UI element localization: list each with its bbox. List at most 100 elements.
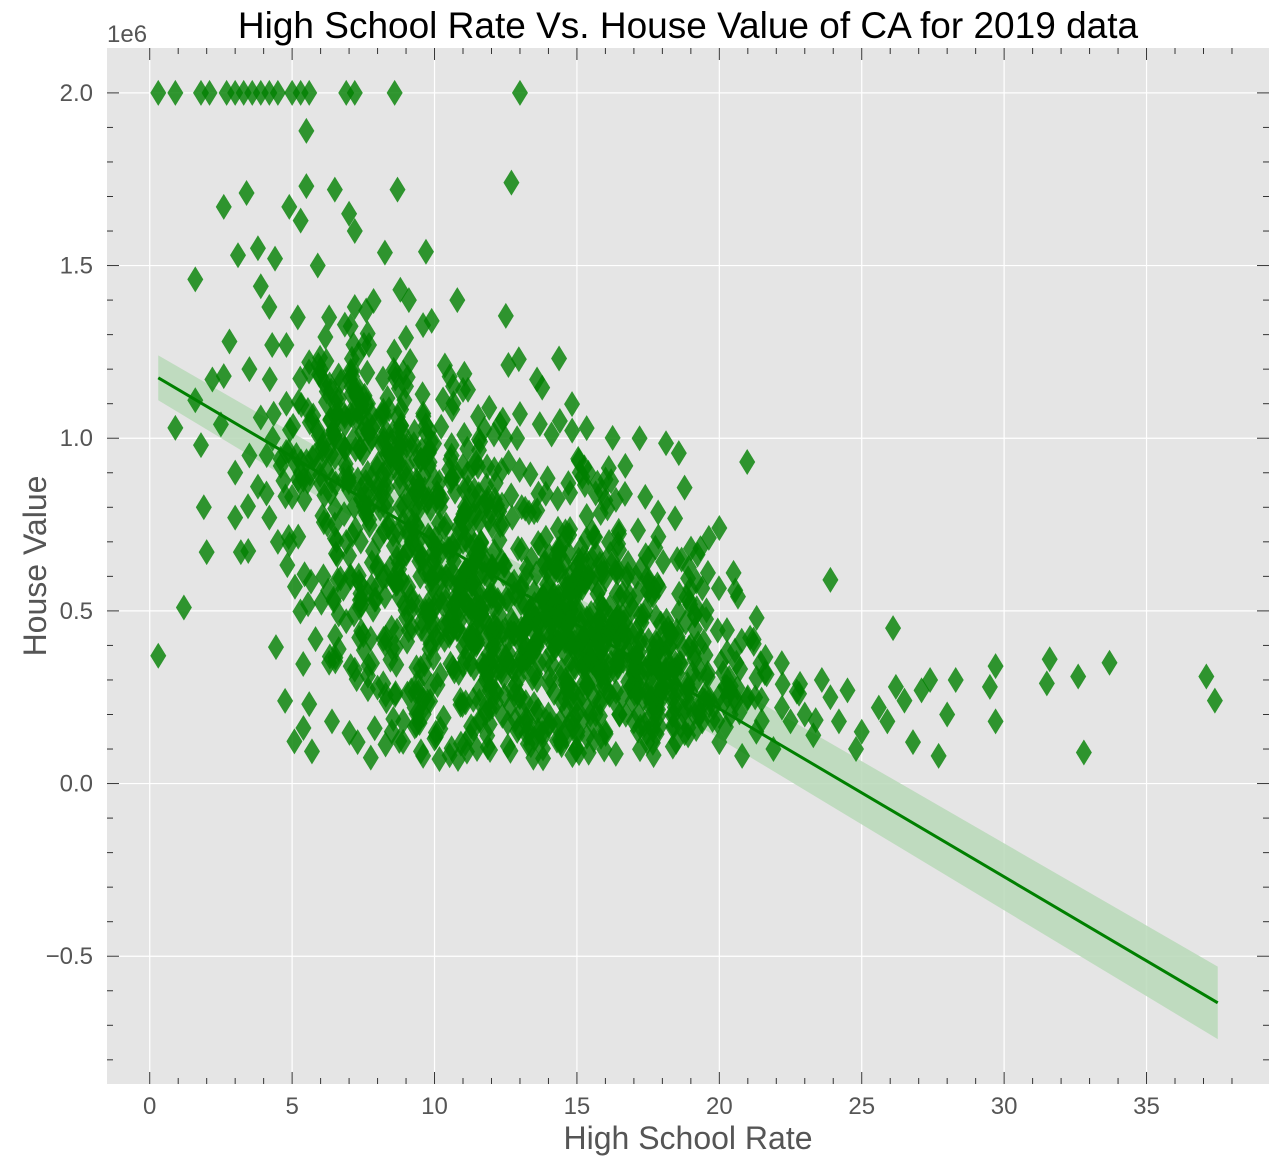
data-point xyxy=(387,634,404,661)
data-point xyxy=(848,736,865,763)
data-point xyxy=(486,612,503,639)
data-point xyxy=(870,694,887,721)
data-point xyxy=(647,628,664,655)
data-point xyxy=(1038,670,1055,697)
data-point xyxy=(611,648,628,675)
data-point xyxy=(376,239,393,266)
data-point xyxy=(567,654,584,681)
data-point xyxy=(349,397,366,424)
data-point xyxy=(312,344,329,371)
data-point xyxy=(427,723,444,750)
data-point xyxy=(503,169,520,196)
data-point xyxy=(445,373,462,400)
data-point xyxy=(673,712,690,739)
data-point xyxy=(449,287,466,314)
data-point xyxy=(278,331,295,358)
regression-line-group xyxy=(157,376,1219,1005)
data-point xyxy=(549,727,566,754)
data-point xyxy=(417,412,434,439)
data-point xyxy=(459,460,476,487)
data-point xyxy=(692,535,709,562)
data-point xyxy=(570,447,587,474)
data-point xyxy=(667,505,684,532)
data-point xyxy=(298,117,315,144)
data-point xyxy=(377,731,394,758)
data-point xyxy=(341,200,358,227)
data-point xyxy=(481,394,498,421)
data-point xyxy=(167,79,184,106)
data-point xyxy=(389,544,406,571)
data-point xyxy=(301,358,318,385)
data-point xyxy=(265,400,282,427)
data-point xyxy=(267,634,284,661)
data-point xyxy=(192,79,209,106)
data-point xyxy=(682,591,699,618)
data-point xyxy=(493,457,510,484)
data-point xyxy=(442,446,459,473)
data-point xyxy=(326,525,343,552)
data-point xyxy=(412,738,429,765)
data-point xyxy=(579,641,596,668)
data-point xyxy=(725,559,742,586)
data-point xyxy=(652,610,669,637)
data-point xyxy=(515,629,532,656)
x-tick-label: 35 xyxy=(1133,1093,1160,1120)
data-point xyxy=(296,486,313,513)
data-point xyxy=(264,425,281,452)
data-point xyxy=(506,568,523,595)
data-point xyxy=(578,723,595,750)
data-point xyxy=(631,425,648,452)
data-point xyxy=(607,486,624,513)
data-point xyxy=(713,648,730,675)
data-point xyxy=(385,706,402,733)
data-point xyxy=(444,464,461,491)
data-point xyxy=(277,687,294,714)
data-point xyxy=(987,708,1004,735)
y-tick-label: 0.5 xyxy=(60,598,93,625)
data-point xyxy=(471,676,488,703)
data-point xyxy=(301,79,318,106)
data-point xyxy=(322,441,339,468)
data-point xyxy=(709,617,726,644)
data-point xyxy=(298,173,315,200)
data-point xyxy=(395,708,412,735)
data-point xyxy=(709,707,726,734)
data-point xyxy=(562,515,579,542)
data-point xyxy=(511,456,528,483)
data-point xyxy=(518,720,535,747)
data-point xyxy=(386,338,403,365)
data-point xyxy=(930,742,947,769)
data-point xyxy=(331,385,348,412)
data-point xyxy=(565,713,582,740)
data-point xyxy=(398,324,415,351)
data-point xyxy=(904,729,921,756)
data-point xyxy=(480,506,497,533)
data-point xyxy=(718,617,735,644)
data-point xyxy=(432,661,449,688)
x-axis-label: High School Rate xyxy=(563,1120,812,1156)
data-point xyxy=(309,417,326,444)
data-point xyxy=(258,480,275,507)
data-point xyxy=(620,550,637,577)
data-point xyxy=(592,499,609,526)
data-point xyxy=(386,79,403,106)
data-point xyxy=(472,706,489,733)
data-point xyxy=(541,664,558,691)
data-point xyxy=(414,381,431,408)
data-point xyxy=(258,442,275,469)
tick-marks xyxy=(107,48,1269,1084)
data-point xyxy=(241,356,258,383)
data-point xyxy=(1075,739,1092,766)
data-point xyxy=(470,403,487,430)
data-point xyxy=(303,738,320,765)
data-point xyxy=(612,584,629,611)
data-point xyxy=(332,368,349,395)
data-point xyxy=(252,404,269,431)
data-point xyxy=(551,345,568,372)
data-point xyxy=(474,650,491,677)
data-point xyxy=(732,655,749,682)
data-point xyxy=(337,450,354,477)
data-point xyxy=(301,691,318,718)
data-point xyxy=(534,374,551,401)
